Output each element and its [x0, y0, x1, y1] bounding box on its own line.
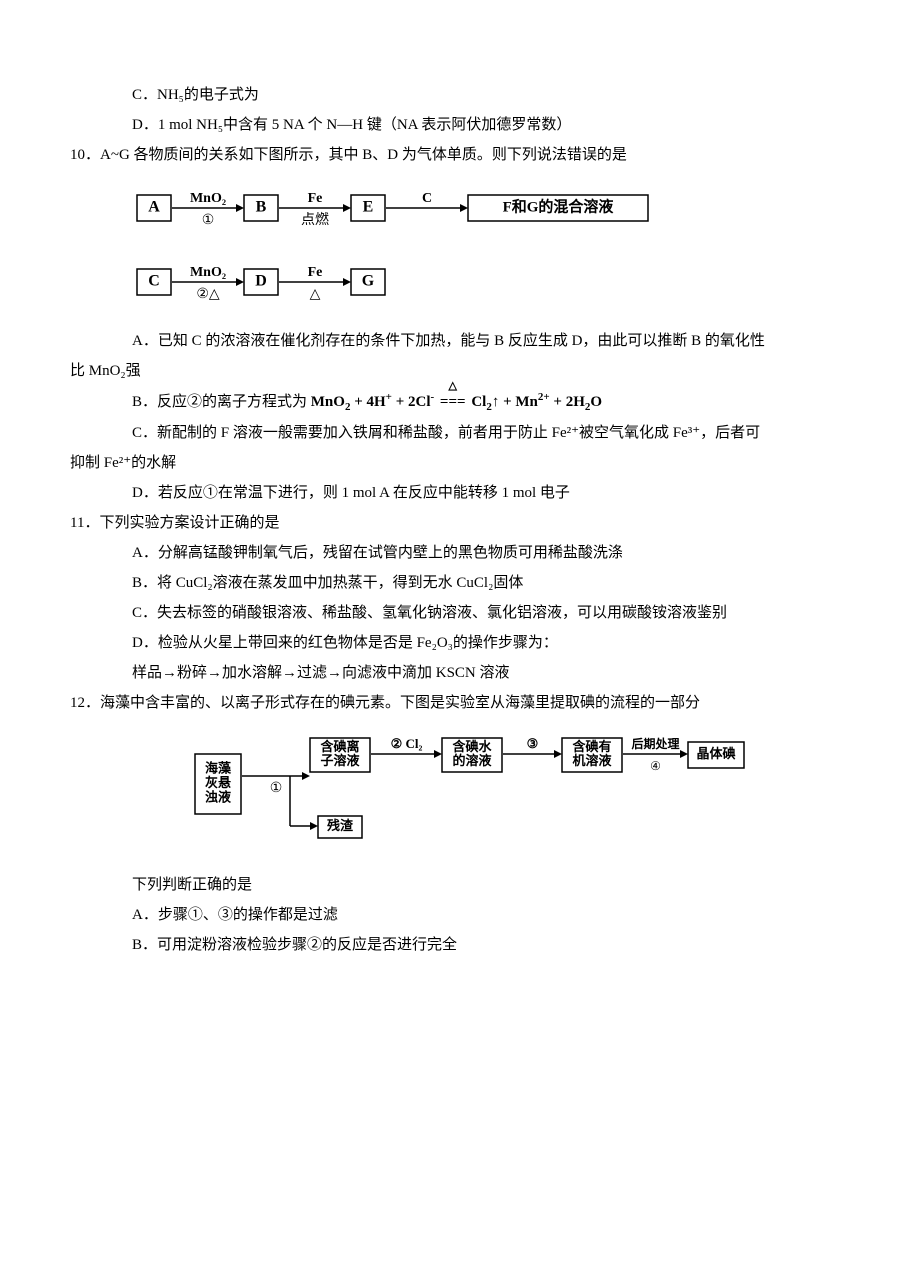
svg-text:△: △: [310, 287, 321, 302]
svg-text:含碘离: 含碘离: [319, 739, 359, 754]
q10-stem: 10．A~G 各物质间的关系如下图所示，其中 B、D 为气体单质。则下列说法错误…: [70, 140, 850, 170]
svg-text:浊液: 浊液: [205, 789, 231, 804]
q10-optD: D．若反应①在常温下进行，则 1 mol A 在反应中能转移 1 mol 电子: [70, 478, 850, 508]
q11-optC: C．失去标签的硝酸银溶液、稀盐酸、氢氧化钠溶液、氯化铝溶液，可以用碳酸铵溶液鉴别: [70, 598, 850, 628]
svg-text:F和G的混合溶液: F和G的混合溶液: [503, 197, 615, 215]
svg-text:晶体碘: 晶体碘: [696, 746, 735, 761]
svg-text:含碘有: 含碘有: [571, 739, 611, 754]
svg-text:机溶液: 机溶液: [572, 753, 611, 768]
q10-optC-l1: C．新配制的 F 溶液一般需要加入铁屑和稀盐酸，前者用于防止 Fe²⁺被空气氧化…: [70, 418, 850, 448]
q10-optC-l2: 抑制 Fe²⁺的水解: [70, 448, 850, 478]
svg-text:MnO₂: MnO₂: [190, 191, 226, 206]
svg-text:子溶液: 子溶液: [320, 753, 359, 768]
svg-text:② Cl₂: ② Cl₂: [391, 736, 423, 751]
q11-optD: D．检验从火星上带回来的红色物体是否是 Fe₂O₃的操作步骤为：: [70, 628, 850, 658]
svg-text:C: C: [422, 191, 432, 206]
svg-text:①: ①: [270, 781, 283, 796]
svg-text:D: D: [255, 273, 267, 290]
svg-text:Fe: Fe: [308, 265, 323, 280]
svg-text:含碘水: 含碘水: [451, 739, 492, 754]
q10-optB: B．反应②的离子方程式为 MnO2 + 4H+ + 2Cl- △=== Cl2↑…: [70, 386, 850, 418]
q11-optB: B．将 CuCl₂溶液在蒸发皿中加热蒸干，得到无水 CuCl₂固体: [70, 568, 850, 598]
svg-text:海藻: 海藻: [205, 761, 232, 776]
q12-optA: A．步骤①、③的操作都是过滤: [70, 900, 850, 930]
svg-text:E: E: [363, 199, 374, 216]
q10-optB-pre: B．反应②的离子方程式为: [132, 394, 307, 410]
svg-text:的溶液: 的溶液: [452, 753, 491, 768]
q12-stem: 12．海藻中含丰富的、以离子形式存在的碘元素。下图是实验室从海藻里提取碘的流程的…: [70, 688, 850, 718]
q10-optA-l1: A．已知 C 的浓溶液在催化剂存在的条件下加热，能与 B 反应生成 D，由此可以…: [70, 326, 850, 356]
q10-optB-eq: MnO2 + 4H+ + 2Cl- △=== Cl2↑ + Mn2+ + 2H2…: [311, 394, 602, 410]
svg-text:点燃: 点燃: [301, 211, 329, 228]
svg-text:③: ③: [527, 736, 539, 751]
svg-text:残渣: 残渣: [327, 818, 354, 833]
svg-text:MnO₂: MnO₂: [190, 265, 226, 280]
q11-optA: A．分解高锰酸钾制氧气后，残留在试管内壁上的黑色物质可用稀盐酸洗涤: [70, 538, 850, 568]
svg-text:C: C: [148, 273, 160, 290]
q12-optB: B．可用淀粉溶液检验步骤②的反应是否进行完全: [70, 930, 850, 960]
svg-text:灰悬: 灰悬: [205, 775, 231, 790]
q9-optD: D．1 mol NH₅中含有 5 NA 个 N—H 键（NA 表示阿伏加德罗常数…: [70, 110, 850, 140]
q12-diagram: 海藻灰悬浊液 ① 残渣 含碘离子溶液 ② Cl₂ 含碘水的溶液 ③ 含碘有机溶液 后期处理 ④ 晶体…: [70, 726, 850, 856]
q11-optD2: 样品→粉碎→加水溶解→过滤→向滤液中滴加 KSCN 溶液: [70, 658, 850, 688]
q10-optA-l2: 比 MnO₂强: [70, 356, 850, 386]
q11-stem: 11．下列实验方案设计正确的是: [70, 508, 850, 538]
svg-text:Fe: Fe: [308, 191, 323, 206]
svg-text:G: G: [362, 273, 375, 290]
svg-text:B: B: [256, 199, 267, 216]
svg-text:后期处理: 后期处理: [631, 736, 679, 751]
svg-text:A: A: [148, 199, 160, 216]
svg-text:④: ④: [650, 759, 661, 773]
q12-post: 下列判断正确的是: [70, 870, 850, 900]
q10-diagram2: C MnO₂ ②△ D Fe △ G: [70, 252, 850, 312]
q10-diagram1: A MnO₂ ① B Fe 点燃 E C F和G的混合溶液: [70, 178, 850, 238]
svg-text:②△: ②△: [196, 287, 220, 302]
svg-text:①: ①: [202, 213, 215, 228]
q9-optC: C．NH₅的电子式为: [70, 80, 850, 110]
